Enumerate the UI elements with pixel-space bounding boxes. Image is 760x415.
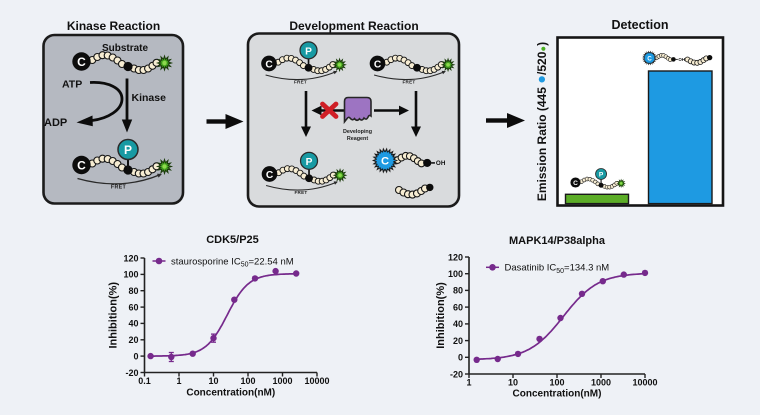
- svg-text:C: C: [381, 156, 389, 168]
- svg-text:0: 0: [133, 351, 138, 361]
- svg-text:20: 20: [128, 335, 138, 345]
- svg-text:80: 80: [128, 286, 138, 296]
- svg-text:Inhibition(%): Inhibition(%): [435, 282, 447, 349]
- svg-text:120: 120: [123, 253, 138, 263]
- svg-text:120: 120: [448, 252, 463, 262]
- svg-text:FRET: FRET: [111, 185, 127, 191]
- svg-text:MAPK14/P38alpha: MAPK14/P38alpha: [509, 235, 606, 247]
- svg-text:CDK5/P25: CDK5/P25: [206, 234, 259, 246]
- svg-text:C: C: [573, 180, 578, 187]
- svg-text:C: C: [265, 59, 273, 70]
- svg-text:P: P: [124, 143, 132, 157]
- svg-text:Kinase: Kinase: [132, 92, 167, 104]
- svg-text:ATP: ATP: [62, 79, 82, 91]
- svg-text:1: 1: [176, 376, 181, 386]
- svg-text:Concentration(nM): Concentration(nM): [513, 389, 602, 400]
- svg-text:staurosporine IC50=22.54 nM: staurosporine IC50=22.54 nM: [171, 256, 294, 268]
- svg-text:Detection: Detection: [612, 18, 669, 32]
- svg-text:20: 20: [453, 336, 463, 346]
- svg-text:100: 100: [549, 378, 564, 388]
- svg-text:-20: -20: [450, 369, 463, 379]
- svg-text:Substrate: Substrate: [102, 43, 149, 54]
- svg-text:60: 60: [453, 302, 463, 312]
- svg-text:P: P: [305, 46, 312, 57]
- svg-text:P: P: [599, 172, 604, 179]
- svg-text:Emission Ratio (445 ●/520●): Emission Ratio (445 ●/520●): [534, 42, 550, 201]
- svg-text:OH: OH: [678, 57, 685, 62]
- svg-text:Dasatinib IC50=134.3 nM: Dasatinib IC50=134.3 nM: [505, 263, 610, 275]
- svg-text:C: C: [77, 158, 86, 172]
- svg-text:0.1: 0.1: [138, 376, 151, 386]
- svg-text:FRET: FRET: [294, 190, 307, 195]
- svg-text:40: 40: [453, 319, 463, 329]
- svg-text:0: 0: [458, 353, 463, 363]
- svg-text:100: 100: [448, 269, 463, 279]
- svg-text:10: 10: [208, 376, 218, 386]
- svg-text:FRET: FRET: [402, 79, 415, 84]
- svg-text:80: 80: [453, 286, 463, 296]
- svg-text:C: C: [647, 55, 652, 62]
- svg-text:10000: 10000: [304, 376, 329, 386]
- svg-text:Reagent: Reagent: [347, 136, 368, 142]
- svg-text:10000: 10000: [632, 378, 657, 388]
- svg-text:C: C: [77, 55, 86, 69]
- svg-text:Inhibition(%): Inhibition(%): [108, 282, 120, 349]
- svg-text:OH: OH: [436, 160, 446, 167]
- svg-text:1: 1: [466, 378, 471, 388]
- svg-text:1000: 1000: [272, 376, 292, 386]
- svg-text:ADP: ADP: [44, 117, 67, 129]
- svg-text:100: 100: [123, 270, 138, 280]
- svg-text:Development Reaction: Development Reaction: [289, 19, 418, 33]
- svg-text:40: 40: [128, 319, 138, 329]
- svg-text:P: P: [306, 157, 313, 168]
- svg-text:C: C: [266, 170, 274, 181]
- svg-text:10: 10: [508, 378, 518, 388]
- svg-text:C: C: [374, 59, 382, 70]
- svg-text:Developing: Developing: [343, 129, 372, 135]
- svg-text:FRET: FRET: [294, 79, 307, 84]
- svg-text:Concentration(nM): Concentration(nM): [186, 388, 275, 399]
- svg-text:Kinase Reaction: Kinase Reaction: [67, 19, 160, 33]
- svg-text:-20: -20: [125, 368, 138, 378]
- svg-text:1000: 1000: [591, 378, 611, 388]
- svg-text:100: 100: [240, 376, 255, 386]
- svg-text:60: 60: [128, 302, 138, 312]
